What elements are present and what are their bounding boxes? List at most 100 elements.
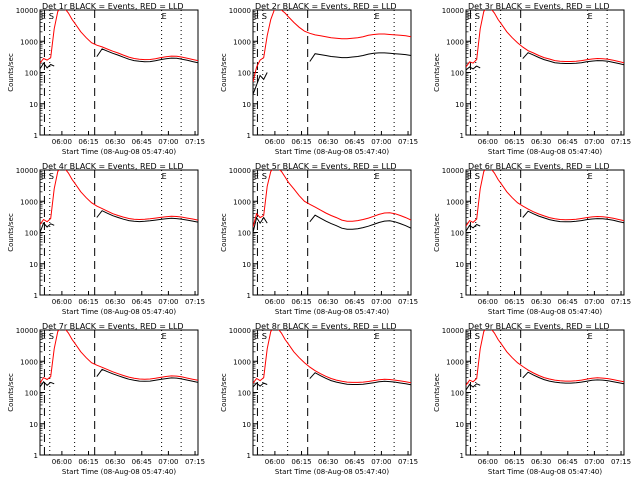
x-tick-label: 06:45 [345,458,365,466]
y-tick-label: 100 [451,230,464,238]
lld-series-line [40,10,198,64]
events-series-line [253,52,411,95]
y-tick-label: 1 [247,292,251,300]
x-tick-label: 07:00 [584,138,604,146]
plot-frame [252,329,412,456]
y-tick-label: 1 [460,132,464,140]
x-tick-label: 06:30 [318,458,338,466]
y-tick-label: 1 [247,132,251,140]
x-tick-label: 06:00 [265,298,285,306]
y-tick-label: 10000 [442,7,464,15]
plot-frame [465,329,625,456]
marker-letter: S [49,332,54,341]
x-tick-label: 06:15 [78,138,98,146]
x-axis-label: Start Time (08-Aug-08 05:47:40) [275,468,389,476]
y-tick-label: 1000 [446,198,464,206]
detector-panel: Det 5r BLACK = Events, RED = LLD 10000 100… [220,162,418,316]
x-tick-label: 06:30 [105,138,125,146]
lld-series-line [466,330,624,386]
x-tick-label: 06:15 [504,458,524,466]
x-tick-label: 06:45 [345,298,365,306]
y-tick-label: 10000 [229,7,251,15]
plot-frame [39,169,199,296]
y-tick-label: 10 [455,421,464,429]
detector-panel: Det 7r BLACK = Events, RED = LLD10000100… [7,322,205,476]
detector-panel: Det 8r BLACK = Events, RED = LLD10000100… [220,322,418,476]
detector-panel: Det 6r BLACK = Events, RED = LLD10000100… [433,162,631,316]
detector-panel: Det 4r BLACK = Events, RED = LLD10000100… [7,162,205,316]
x-tick-label: 07:15 [185,138,205,146]
x-tick-label: 06:30 [531,458,551,466]
marker-letter: S [475,172,480,181]
y-tick-label: 1000 [233,38,251,46]
y-tick-label: 1 [247,452,251,460]
lld-series-line [40,170,198,225]
marker-letter: E [588,332,593,341]
events-series-line [40,210,198,233]
events-series-line [40,48,198,70]
y-axis-label: Counts/sec [7,213,15,252]
marker-letter: S [475,12,480,21]
y-tick-label: 10000 [16,167,38,175]
plot-frame [252,169,412,296]
y-tick-label: 10000 [229,167,251,175]
x-axis-label: Start Time (08-Aug-08 05:47:40) [62,468,176,476]
x-axis-label: Start Time (08-Aug-08 05:47:40) [62,148,176,156]
x-tick-label: 06:00 [52,298,72,306]
marker-letter: E [375,172,380,181]
y-tick-label: 10 [455,261,464,269]
y-tick-label: 1 [34,292,38,300]
marker-letter: E [254,12,259,21]
plot-frame [39,329,199,456]
x-tick-label: 06:00 [265,138,285,146]
lld-series-line [40,330,198,384]
marker-letter: E [162,12,167,21]
x-tick-label: 07:15 [185,298,205,306]
y-tick-label: 100 [238,230,251,238]
x-tick-label: 07:15 [611,298,631,306]
marker-letter: E [41,172,46,181]
y-axis-label: Counts/sec [7,53,15,92]
detector-panel: Det 9r BLACK = Events, RED = LLD10000100… [433,322,631,476]
panel-title: Det 5r BLACK = Events, RED = LLD [255,162,397,171]
y-tick-label: 10 [29,421,38,429]
panel-title: Det 3r BLACK = Events, RED = LLD [468,2,610,11]
y-axis-label: Counts/sec [220,213,228,252]
y-axis-label: Counts/sec [220,373,228,412]
y-tick-label: 1 [34,452,38,460]
x-tick-label: 06:45 [132,298,152,306]
x-tick-label: 06:15 [291,138,311,146]
x-tick-label: 07:15 [611,138,631,146]
x-axis-label: Start Time (08-Aug-08 05:47:40) [275,308,389,316]
y-tick-label: 100 [238,70,251,78]
marker-letter: E [41,332,46,341]
x-tick-label: 07:15 [398,138,418,146]
y-tick-label: 1000 [233,358,251,366]
x-tick-label: 06:15 [78,298,98,306]
x-tick-label: 07:15 [398,298,418,306]
marker-letter: E [588,172,593,181]
x-axis-label: Start Time (08-Aug-08 05:47:40) [488,148,602,156]
panel-title: Det 1r BLACK = Events, RED = LLD [42,2,184,11]
x-tick-label: 07:00 [158,458,178,466]
x-tick-label: 06:30 [531,138,551,146]
panel-title: Det 8r BLACK = Events, RED = LLD [255,322,397,331]
y-tick-label: 100 [451,70,464,78]
y-axis-label: Counts/sec [433,373,441,412]
x-tick-label: 07:15 [398,458,418,466]
y-tick-label: 10 [29,261,38,269]
x-tick-label: 06:15 [291,458,311,466]
y-axis-label: Counts/sec [433,53,441,92]
x-tick-label: 06:15 [504,138,524,146]
plot-frame [39,9,199,136]
detector-panel: Det 1r BLACK = Events, RED = LLD10000100… [7,2,205,156]
y-tick-label: 1000 [20,198,38,206]
marker-letter: E [375,12,380,21]
marker-letter: E [467,172,472,181]
y-tick-label: 1 [34,132,38,140]
x-tick-label: 07:00 [371,458,391,466]
x-tick-label: 07:15 [185,458,205,466]
y-axis-label: Counts/sec [7,373,15,412]
